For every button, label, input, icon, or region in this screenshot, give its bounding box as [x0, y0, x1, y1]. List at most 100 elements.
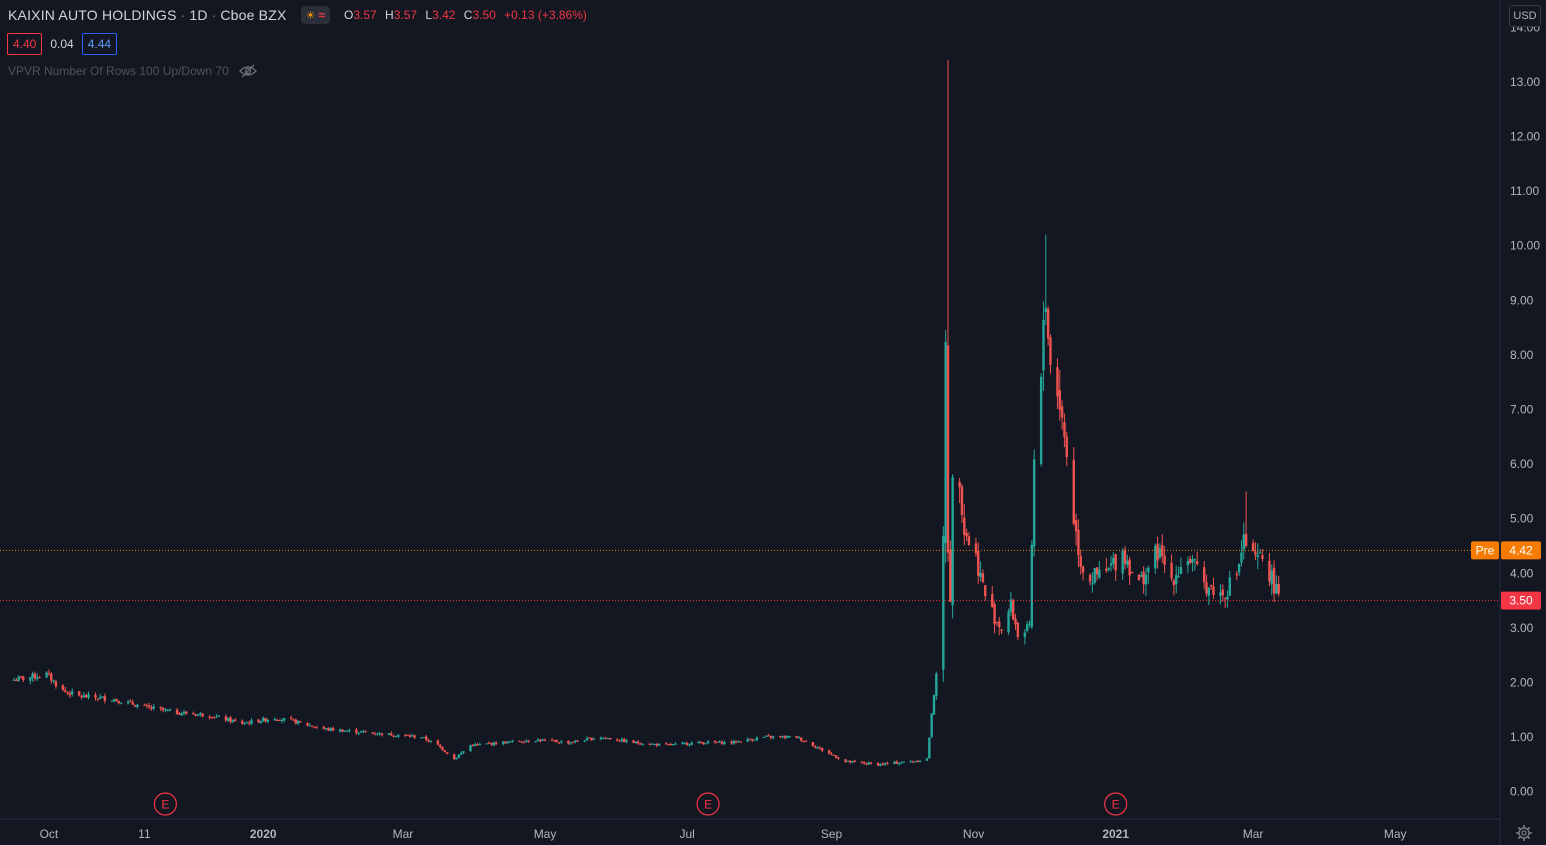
y-tick-label: 0.00	[1510, 785, 1534, 799]
price-tag-label: 3.50	[1509, 594, 1533, 608]
candle-body	[930, 713, 933, 737]
candle-body	[378, 732, 381, 735]
sun-icon: ☀	[305, 9, 316, 22]
candle-body	[248, 722, 251, 724]
candle-body	[282, 718, 286, 721]
candle-body	[879, 763, 882, 767]
candle-body	[1147, 567, 1150, 573]
candle-body	[501, 741, 505, 745]
eye-hidden-icon[interactable]	[238, 64, 257, 78]
candle-body	[762, 736, 766, 738]
candle-body	[951, 476, 954, 606]
candle-body	[1191, 559, 1194, 563]
candle-body	[592, 738, 596, 740]
candle-body	[180, 713, 183, 716]
candle-body	[261, 718, 265, 721]
candle-body	[942, 536, 945, 670]
candle-body	[634, 741, 638, 744]
candle-body	[1140, 574, 1143, 577]
candle-body	[355, 729, 358, 734]
candle-body	[159, 706, 162, 709]
candle-body	[1056, 367, 1059, 397]
candle-body	[1219, 592, 1222, 596]
candle-body	[1081, 566, 1085, 573]
candle-body	[1063, 422, 1066, 437]
candle-body	[387, 733, 391, 735]
y-tick-label: 9.00	[1510, 293, 1534, 307]
candle-body	[1177, 576, 1180, 578]
candle-body	[250, 720, 253, 724]
candle-body	[506, 741, 509, 744]
price-axis[interactable]: 0.00 1.00 2.00 3.00 4.00 5.00 6.00 7.00 8.00 9.00…	[1510, 20, 1540, 798]
candle-body	[1039, 376, 1043, 465]
candle-body	[457, 754, 461, 759]
indicator-legend[interactable]: VPVR Number Of Rows 100 Up/Down 70	[8, 64, 257, 78]
candle-body	[865, 763, 868, 765]
candle-body	[1105, 568, 1108, 571]
earnings-marker[interactable]	[1104, 792, 1128, 816]
earnings-marker[interactable]	[696, 792, 720, 816]
candle-body	[341, 729, 344, 732]
candle-body	[1007, 611, 1010, 633]
candle-body	[508, 741, 512, 743]
candle-body	[609, 738, 612, 740]
candle-body	[331, 727, 335, 731]
candle-body	[1172, 580, 1176, 586]
candle-body	[751, 739, 754, 741]
candle-body	[257, 719, 260, 723]
candle-body	[716, 741, 719, 743]
candle-body	[348, 730, 351, 732]
currency-label[interactable]: USD	[1509, 5, 1541, 27]
candle-body	[1114, 554, 1117, 571]
candle-body	[536, 739, 540, 742]
candle-body	[944, 341, 947, 544]
candle-body	[616, 739, 619, 741]
x-tick-label: Mar	[1243, 827, 1264, 841]
bid-button[interactable]: 4.40	[7, 33, 43, 55]
symbol-name[interactable]: KAIXIN AUTO HOLDINGS	[8, 7, 177, 23]
candle-body	[1042, 319, 1045, 371]
candle-body	[949, 549, 952, 602]
candle-body	[294, 719, 298, 724]
candle-body	[844, 759, 847, 762]
candle-body	[147, 705, 151, 708]
candle-body	[1088, 574, 1092, 582]
candle-body	[520, 741, 523, 743]
interval[interactable]: 1D	[189, 7, 208, 23]
candle-body	[1205, 582, 1208, 594]
candle-body	[327, 728, 330, 731]
x-tick-label: Mar	[393, 827, 414, 841]
candle-body	[420, 737, 423, 739]
candle-body	[527, 740, 530, 742]
time-axis[interactable]: Oct 11 2020 Mar May Jul Sep Nov 2021 Mar May	[40, 827, 1407, 841]
gear-icon[interactable]	[1515, 824, 1533, 842]
candle-body	[66, 691, 69, 693]
candle-body	[958, 481, 961, 488]
candle-body	[115, 698, 118, 702]
plot-area[interactable]	[12, 60, 1280, 767]
candle-body	[439, 745, 442, 747]
price-tag-label: 4.42	[1509, 543, 1533, 557]
candle-body	[571, 742, 575, 744]
candle-body	[1212, 586, 1215, 595]
candle-body	[131, 702, 134, 705]
candle-body	[1268, 560, 1271, 582]
candle-body	[103, 696, 107, 701]
candle-body	[45, 672, 48, 678]
candle-body	[1091, 583, 1094, 585]
candle-body	[1107, 568, 1110, 570]
y-tick-label: 7.00	[1510, 403, 1534, 417]
candle-body	[746, 738, 749, 742]
earnings-marker[interactable]	[153, 792, 177, 816]
ask-button[interactable]: 4.44	[81, 33, 118, 55]
candle-body	[576, 740, 579, 742]
candle-body	[830, 753, 833, 755]
candle-body	[1196, 561, 1199, 564]
candle-body	[834, 755, 838, 759]
candle-body	[625, 740, 628, 742]
candle-body	[1254, 551, 1257, 555]
market-status-pill[interactable]: ☀ ≈	[300, 6, 330, 24]
candle-body	[650, 743, 654, 745]
candle-body	[583, 740, 586, 742]
